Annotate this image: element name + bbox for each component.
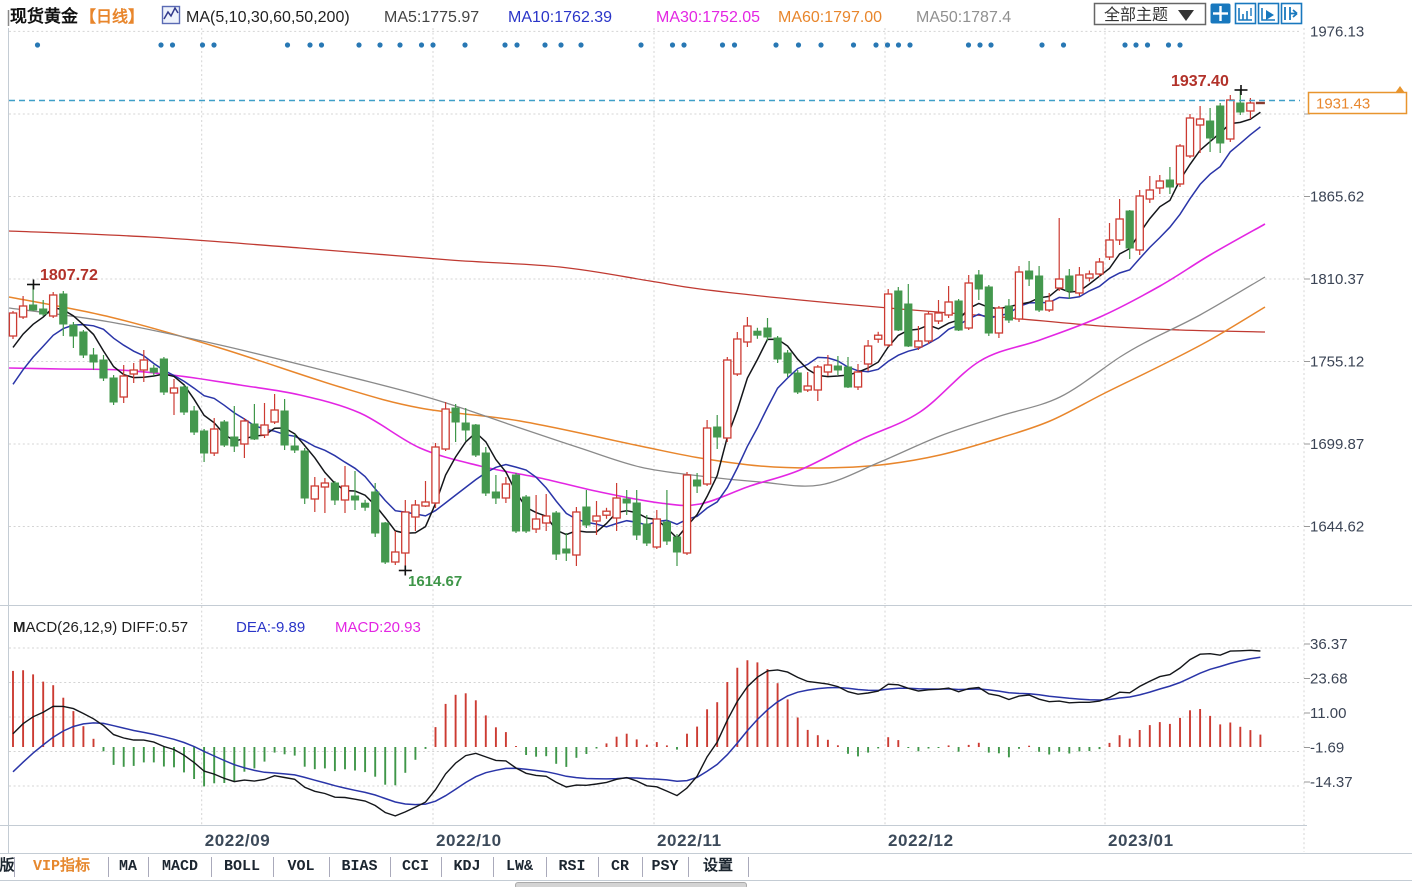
svg-text:1931.43: 1931.43 — [1316, 96, 1370, 113]
svg-text:DEA:-9.89: DEA:-9.89 — [236, 619, 305, 636]
svg-text:-1.69: -1.69 — [1310, 740, 1344, 757]
svg-text:1976.13: 1976.13 — [1310, 23, 1364, 40]
svg-text:MA10:1762.39: MA10:1762.39 — [508, 9, 612, 26]
svg-text:全部主题: 全部主题 — [1104, 6, 1168, 24]
svg-text:MA60:1797.00: MA60:1797.00 — [778, 9, 882, 26]
svg-text:1614.67: 1614.67 — [408, 573, 462, 590]
svg-text:2022/12: 2022/12 — [888, 831, 954, 850]
svg-text:MA30:1752.05: MA30:1752.05 — [656, 9, 760, 26]
svg-text:23.68: 23.68 — [1310, 671, 1348, 688]
svg-text:1810.37: 1810.37 — [1310, 271, 1364, 288]
svg-text:MA5:1775.97: MA5:1775.97 — [384, 9, 479, 26]
svg-text:1644.62: 1644.62 — [1310, 519, 1364, 536]
svg-text:MACD:20.93: MACD:20.93 — [335, 619, 421, 636]
svg-text:1937.40: 1937.40 — [1171, 73, 1229, 90]
svg-text:36.37: 36.37 — [1310, 636, 1348, 653]
svg-text:-14.37: -14.37 — [1310, 774, 1353, 791]
svg-text:1865.62: 1865.62 — [1310, 189, 1364, 206]
svg-text:MACD(26,12,9) DIFF:0.57: MACD(26,12,9) DIFF:0.57 — [13, 619, 188, 636]
svg-text:【日线】: 【日线】 — [80, 7, 144, 26]
svg-text:2022/09: 2022/09 — [205, 831, 271, 850]
svg-text:1755.12: 1755.12 — [1310, 354, 1364, 371]
svg-text:现货黄金: 现货黄金 — [10, 6, 79, 26]
svg-text:11.00: 11.00 — [1310, 705, 1346, 722]
svg-text:MA50:1787.4: MA50:1787.4 — [916, 9, 1011, 26]
svg-text:2022/11: 2022/11 — [657, 831, 722, 850]
svg-text:MA(5,10,30,60,50,200): MA(5,10,30,60,50,200) — [186, 9, 350, 26]
svg-text:1699.87: 1699.87 — [1310, 436, 1364, 453]
svg-text:2023/01: 2023/01 — [1108, 831, 1174, 850]
svg-text:1807.72: 1807.72 — [40, 267, 98, 284]
svg-text:2022/10: 2022/10 — [436, 831, 502, 850]
